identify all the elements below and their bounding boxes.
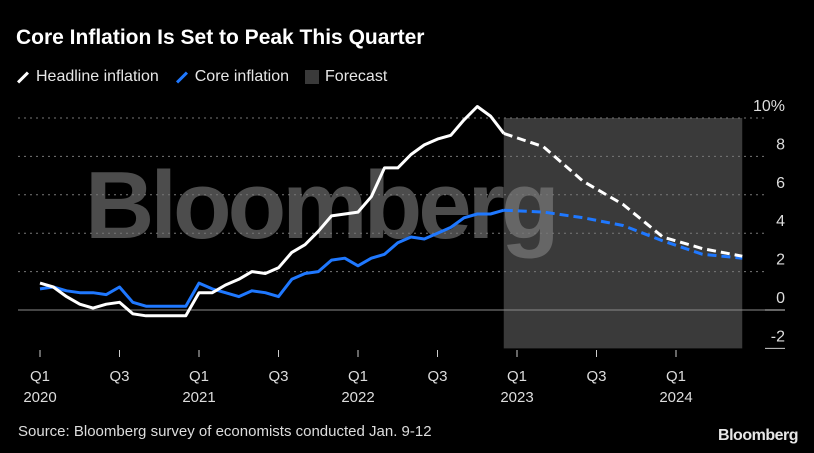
y-tick-label: 10% [753, 98, 785, 115]
legend-item-core: Core inflation [175, 68, 289, 86]
x-tick-year: 2021 [182, 389, 215, 406]
x-tick-quarter: Q1 [348, 368, 368, 385]
x-tick-quarter: Q3 [586, 368, 606, 385]
forecast-swatch [305, 70, 320, 84]
headline-forecast-line [503, 131, 743, 258]
legend-label: Forecast [325, 68, 388, 85]
watermark-logo: Bloomberg [85, 152, 556, 259]
x-tick-quarter: Q3 [109, 368, 129, 385]
headline-actual-line [39, 105, 505, 318]
y-tick-label: 4 [776, 213, 785, 230]
x-tick-quarter: Q1 [30, 368, 50, 385]
source-note: Source: Bloomberg survey of economists c… [18, 423, 432, 440]
x-tick-year: 2022 [341, 389, 374, 406]
x-tick-year: 2023 [500, 389, 533, 406]
legend-item-headline: Headline inflation [16, 68, 159, 86]
core-forecast-line [503, 208, 743, 260]
x-tick-quarter: Q1 [666, 368, 686, 385]
legend-label: Headline inflation [36, 68, 159, 85]
core-actual-line [39, 208, 505, 308]
chart-title: Core Inflation Is Set to Peak This Quart… [16, 26, 425, 49]
legend: Headline inflation Core inflation Foreca… [16, 68, 387, 86]
legend-label: Core inflation [194, 68, 290, 85]
legend-item-forecast: Forecast [305, 68, 387, 86]
y-tick-label: 8 [776, 136, 785, 153]
y-tick-label: 0 [776, 290, 785, 307]
x-tick-quarter: Q1 [507, 368, 527, 385]
x-tick-quarter: Q3 [268, 368, 288, 385]
y-tick-label: -2 [771, 328, 785, 345]
x-tick-year: 2024 [659, 389, 692, 406]
bloomberg-logo: Bloomberg [718, 427, 798, 444]
x-tick-quarter: Q1 [189, 368, 209, 385]
x-tick-year: 2020 [23, 389, 56, 406]
y-tick-label: 6 [776, 175, 785, 192]
y-tick-label: 2 [776, 252, 785, 269]
x-tick-quarter: Q3 [427, 368, 447, 385]
